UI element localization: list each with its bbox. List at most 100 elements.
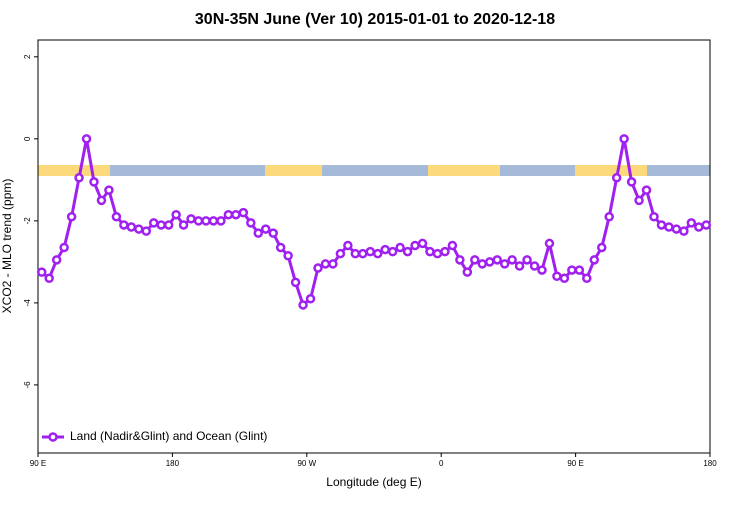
point (104, 185, 114, 195)
point (89, 177, 99, 187)
point (522, 255, 532, 265)
point (223, 209, 234, 220)
y-tick-label: 0 (23, 136, 32, 141)
y-tick-label: -6 (23, 381, 32, 389)
point (193, 216, 204, 226)
x-tick-label: 90 E (567, 459, 583, 468)
point (365, 246, 376, 257)
point (141, 226, 152, 236)
point (507, 255, 517, 265)
point (96, 195, 107, 206)
point (201, 216, 211, 226)
chart-title: 30N-35N June (Ver 10) 2015-01-01 to 2020… (195, 11, 555, 28)
plot-frame (37, 39, 711, 454)
point (253, 228, 264, 238)
point (246, 218, 256, 228)
point (447, 240, 458, 251)
point (283, 250, 293, 261)
point (36, 267, 47, 277)
y-tick-label: -4 (23, 299, 32, 307)
land-band (428, 165, 500, 176)
point (484, 257, 495, 267)
point (186, 214, 196, 224)
point (455, 255, 465, 265)
point (671, 224, 682, 234)
point (51, 255, 62, 265)
point (208, 216, 219, 226)
point (74, 173, 84, 183)
point (552, 271, 562, 281)
point (514, 261, 525, 271)
point (320, 259, 331, 269)
x-tick-label: 180 (703, 459, 717, 468)
x-axis-label: Longitude (deg E) (326, 475, 421, 489)
point (44, 273, 54, 284)
legend-marker (48, 432, 58, 442)
point (238, 207, 249, 218)
point (432, 248, 443, 259)
point (417, 238, 428, 249)
series-line (40, 138, 707, 308)
point (410, 240, 420, 251)
land-ocean-band (38, 165, 710, 176)
point (641, 185, 652, 195)
point (664, 222, 674, 232)
point (649, 212, 659, 222)
point (425, 246, 435, 257)
point (589, 255, 600, 265)
legend-label: Land (Nadir&Glint) and Ocean (Glint) (70, 429, 267, 443)
x-tick-label: 180 (166, 459, 180, 468)
point (596, 242, 607, 253)
point (350, 248, 361, 259)
point (372, 248, 383, 259)
point (567, 265, 577, 275)
point (686, 218, 697, 228)
point (544, 238, 555, 249)
point (171, 209, 181, 220)
land-band (38, 165, 110, 176)
y-tick-label: 2 (23, 54, 32, 59)
point (537, 265, 547, 275)
point (619, 134, 629, 144)
point (529, 261, 540, 271)
point (66, 212, 77, 222)
point (440, 246, 450, 257)
point (387, 246, 398, 257)
point (582, 273, 592, 284)
x-tick-label: 0 (439, 459, 444, 468)
point (477, 259, 488, 269)
point (163, 220, 174, 230)
point (462, 267, 473, 277)
x-tick-label: 90 E (30, 459, 46, 468)
point (402, 246, 413, 257)
point (290, 277, 301, 288)
point (126, 222, 137, 232)
y-axis-label: XCO2 - MLO trend (ppm) (0, 179, 14, 314)
point (275, 242, 286, 253)
point (679, 226, 689, 236)
point (328, 259, 338, 269)
point (268, 228, 278, 238)
point (148, 218, 159, 228)
point (156, 220, 166, 230)
x-tick-label: 90 W (297, 459, 316, 468)
ocean-band (38, 165, 710, 176)
point (395, 242, 405, 253)
point (611, 173, 622, 183)
point (178, 220, 189, 230)
land-band (575, 165, 647, 176)
point (499, 259, 510, 269)
point (313, 263, 323, 273)
point (694, 222, 704, 232)
point (81, 134, 92, 144)
land-band (265, 165, 322, 176)
point (701, 220, 712, 230)
point (134, 224, 144, 234)
point (574, 265, 585, 275)
point (358, 248, 368, 259)
point (559, 273, 570, 284)
point (305, 294, 316, 304)
point (604, 212, 614, 222)
point (492, 255, 502, 265)
